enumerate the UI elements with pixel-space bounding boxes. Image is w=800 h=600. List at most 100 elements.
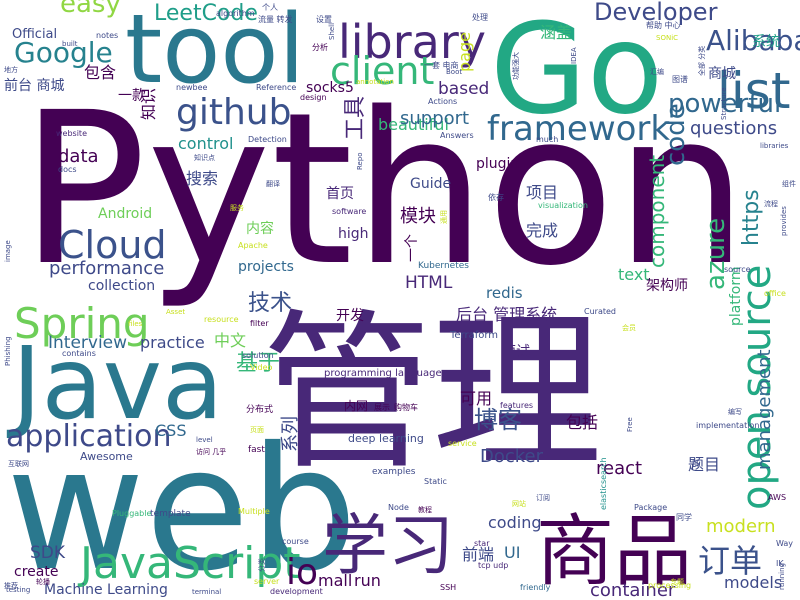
cloud-word: 模块 <box>400 206 436 227</box>
cloud-word: 涵盖 <box>540 23 572 42</box>
cloud-word: 架构师 <box>646 278 688 294</box>
cloud-word: Actions <box>428 97 457 106</box>
cloud-word: much <box>536 135 558 144</box>
cloud-word: Alibaba <box>706 24 800 57</box>
cloud-word: Spring <box>14 299 150 348</box>
cloud-word: 分布式 <box>246 403 273 415</box>
cloud-word: library <box>338 15 486 69</box>
cloud-word: azure <box>701 218 731 290</box>
cloud-word: 包括 <box>566 413 598 432</box>
cloud-word: Interview <box>48 333 127 353</box>
cloud-word: 处理 <box>472 12 488 22</box>
cloud-word: friendly <box>520 583 551 592</box>
cloud-word: JavaScript <box>77 538 301 589</box>
cloud-word: run <box>354 571 381 590</box>
cloud-word: 专题 <box>670 577 684 586</box>
cloud-word: 设置 <box>316 14 332 24</box>
cloud-word: IDEA <box>570 47 578 64</box>
cloud-word: 包含 <box>84 63 116 82</box>
cloud-word: practice <box>140 333 205 352</box>
cloud-word: 流量 转发 <box>258 14 293 24</box>
cloud-word: 翻译 <box>266 179 280 188</box>
cloud-word: Kubernetes <box>418 261 469 271</box>
cloud-word: 一个 <box>404 234 420 262</box>
cloud-word: testing <box>6 586 30 594</box>
cloud-word: 前端 <box>462 545 494 564</box>
cloud-word: 学习 <box>322 507 454 584</box>
cloud-word: notes <box>96 31 118 40</box>
cloud-word: 全部 分类 <box>697 46 706 76</box>
cloud-word: service <box>448 439 477 448</box>
cloud-word: Video <box>250 363 273 372</box>
cloud-word: Terraform <box>449 330 498 341</box>
cloud-word: powerful <box>668 89 781 119</box>
cloud-word: Detection <box>248 135 287 144</box>
cloud-word: SSH <box>440 583 456 592</box>
cloud-word: level <box>196 436 213 444</box>
cloud-word: 面试 <box>502 344 530 360</box>
cloud-word: data <box>58 146 99 167</box>
cloud-word: Java <box>6 325 223 442</box>
cloud-word: 订单 <box>698 542 762 580</box>
cloud-word: elasticsearch <box>599 457 608 510</box>
cloud-word: 开发 <box>336 308 364 324</box>
cloud-word: resource <box>204 315 239 324</box>
cloud-word: Reference <box>256 83 296 92</box>
cloud-word: 编写 <box>728 407 742 416</box>
cloud-word: Way <box>776 539 793 548</box>
cloud-word: provides <box>780 206 788 236</box>
cloud-word: 订阅 <box>536 493 550 502</box>
cloud-word: redis <box>486 284 523 302</box>
cloud-word: 中文 <box>214 331 246 350</box>
cloud-word: Shell <box>328 23 336 40</box>
cloud-word: 同学 <box>676 512 692 522</box>
cloud-word: image <box>4 240 12 262</box>
cloud-word: Python <box>20 67 748 312</box>
cloud-word: fast <box>248 445 265 455</box>
cloud-word: 会员 <box>622 323 636 332</box>
cloud-word: code <box>661 103 691 166</box>
cloud-word: docs <box>58 165 77 174</box>
cloud-word: Machine Learning <box>44 582 168 598</box>
cloud-word: server <box>254 577 280 586</box>
cloud-word: source <box>724 265 751 274</box>
cloud-word: 网站 <box>512 499 526 508</box>
cloud-word: website <box>56 129 87 138</box>
cloud-word: filter <box>250 319 269 328</box>
cloud-word: 购物车 <box>394 402 418 412</box>
cloud-word: visualization <box>538 201 588 210</box>
cloud-word: SDK <box>30 543 66 563</box>
cloud-word: io <box>286 552 318 593</box>
cloud-word: Cloud <box>58 223 167 267</box>
cloud-word: 访问 几乎 <box>196 447 226 456</box>
cloud-word: Asset <box>166 308 185 316</box>
cloud-word: list <box>717 62 790 120</box>
cloud-word: performance <box>49 258 164 279</box>
cloud-word: easy <box>60 0 121 19</box>
cloud-word: 功能强大 <box>511 52 520 80</box>
cloud-word: CSS <box>155 421 186 440</box>
cloud-word: Repo <box>356 152 364 170</box>
cloud-word: Structure <box>720 87 728 120</box>
cloud-word: template <box>150 509 191 519</box>
cloud-word: web <box>6 411 358 600</box>
cloud-word: examples <box>372 467 416 477</box>
cloud-word: projects <box>238 259 294 275</box>
cloud-word: 搜索 <box>186 169 218 188</box>
cloud-word: course <box>282 537 309 546</box>
cloud-word: 首页 <box>326 186 354 202</box>
cloud-word: 可用 <box>460 389 492 408</box>
cloud-word: 系列 <box>280 416 301 452</box>
cloud-word: collection <box>88 278 155 294</box>
cloud-word: solution <box>242 351 274 360</box>
cloud-word: 商品 <box>536 507 692 597</box>
cloud-word: 展示 <box>374 403 390 412</box>
cloud-word: 内容 <box>246 220 274 237</box>
cloud-word: 地方 <box>4 65 18 74</box>
cloud-word: open source <box>734 265 780 510</box>
cloud-word: files <box>128 320 143 328</box>
cloud-word: react <box>596 458 642 479</box>
cloud-word: framework <box>487 109 670 149</box>
cloud-word: 一套 电商 <box>424 60 459 70</box>
